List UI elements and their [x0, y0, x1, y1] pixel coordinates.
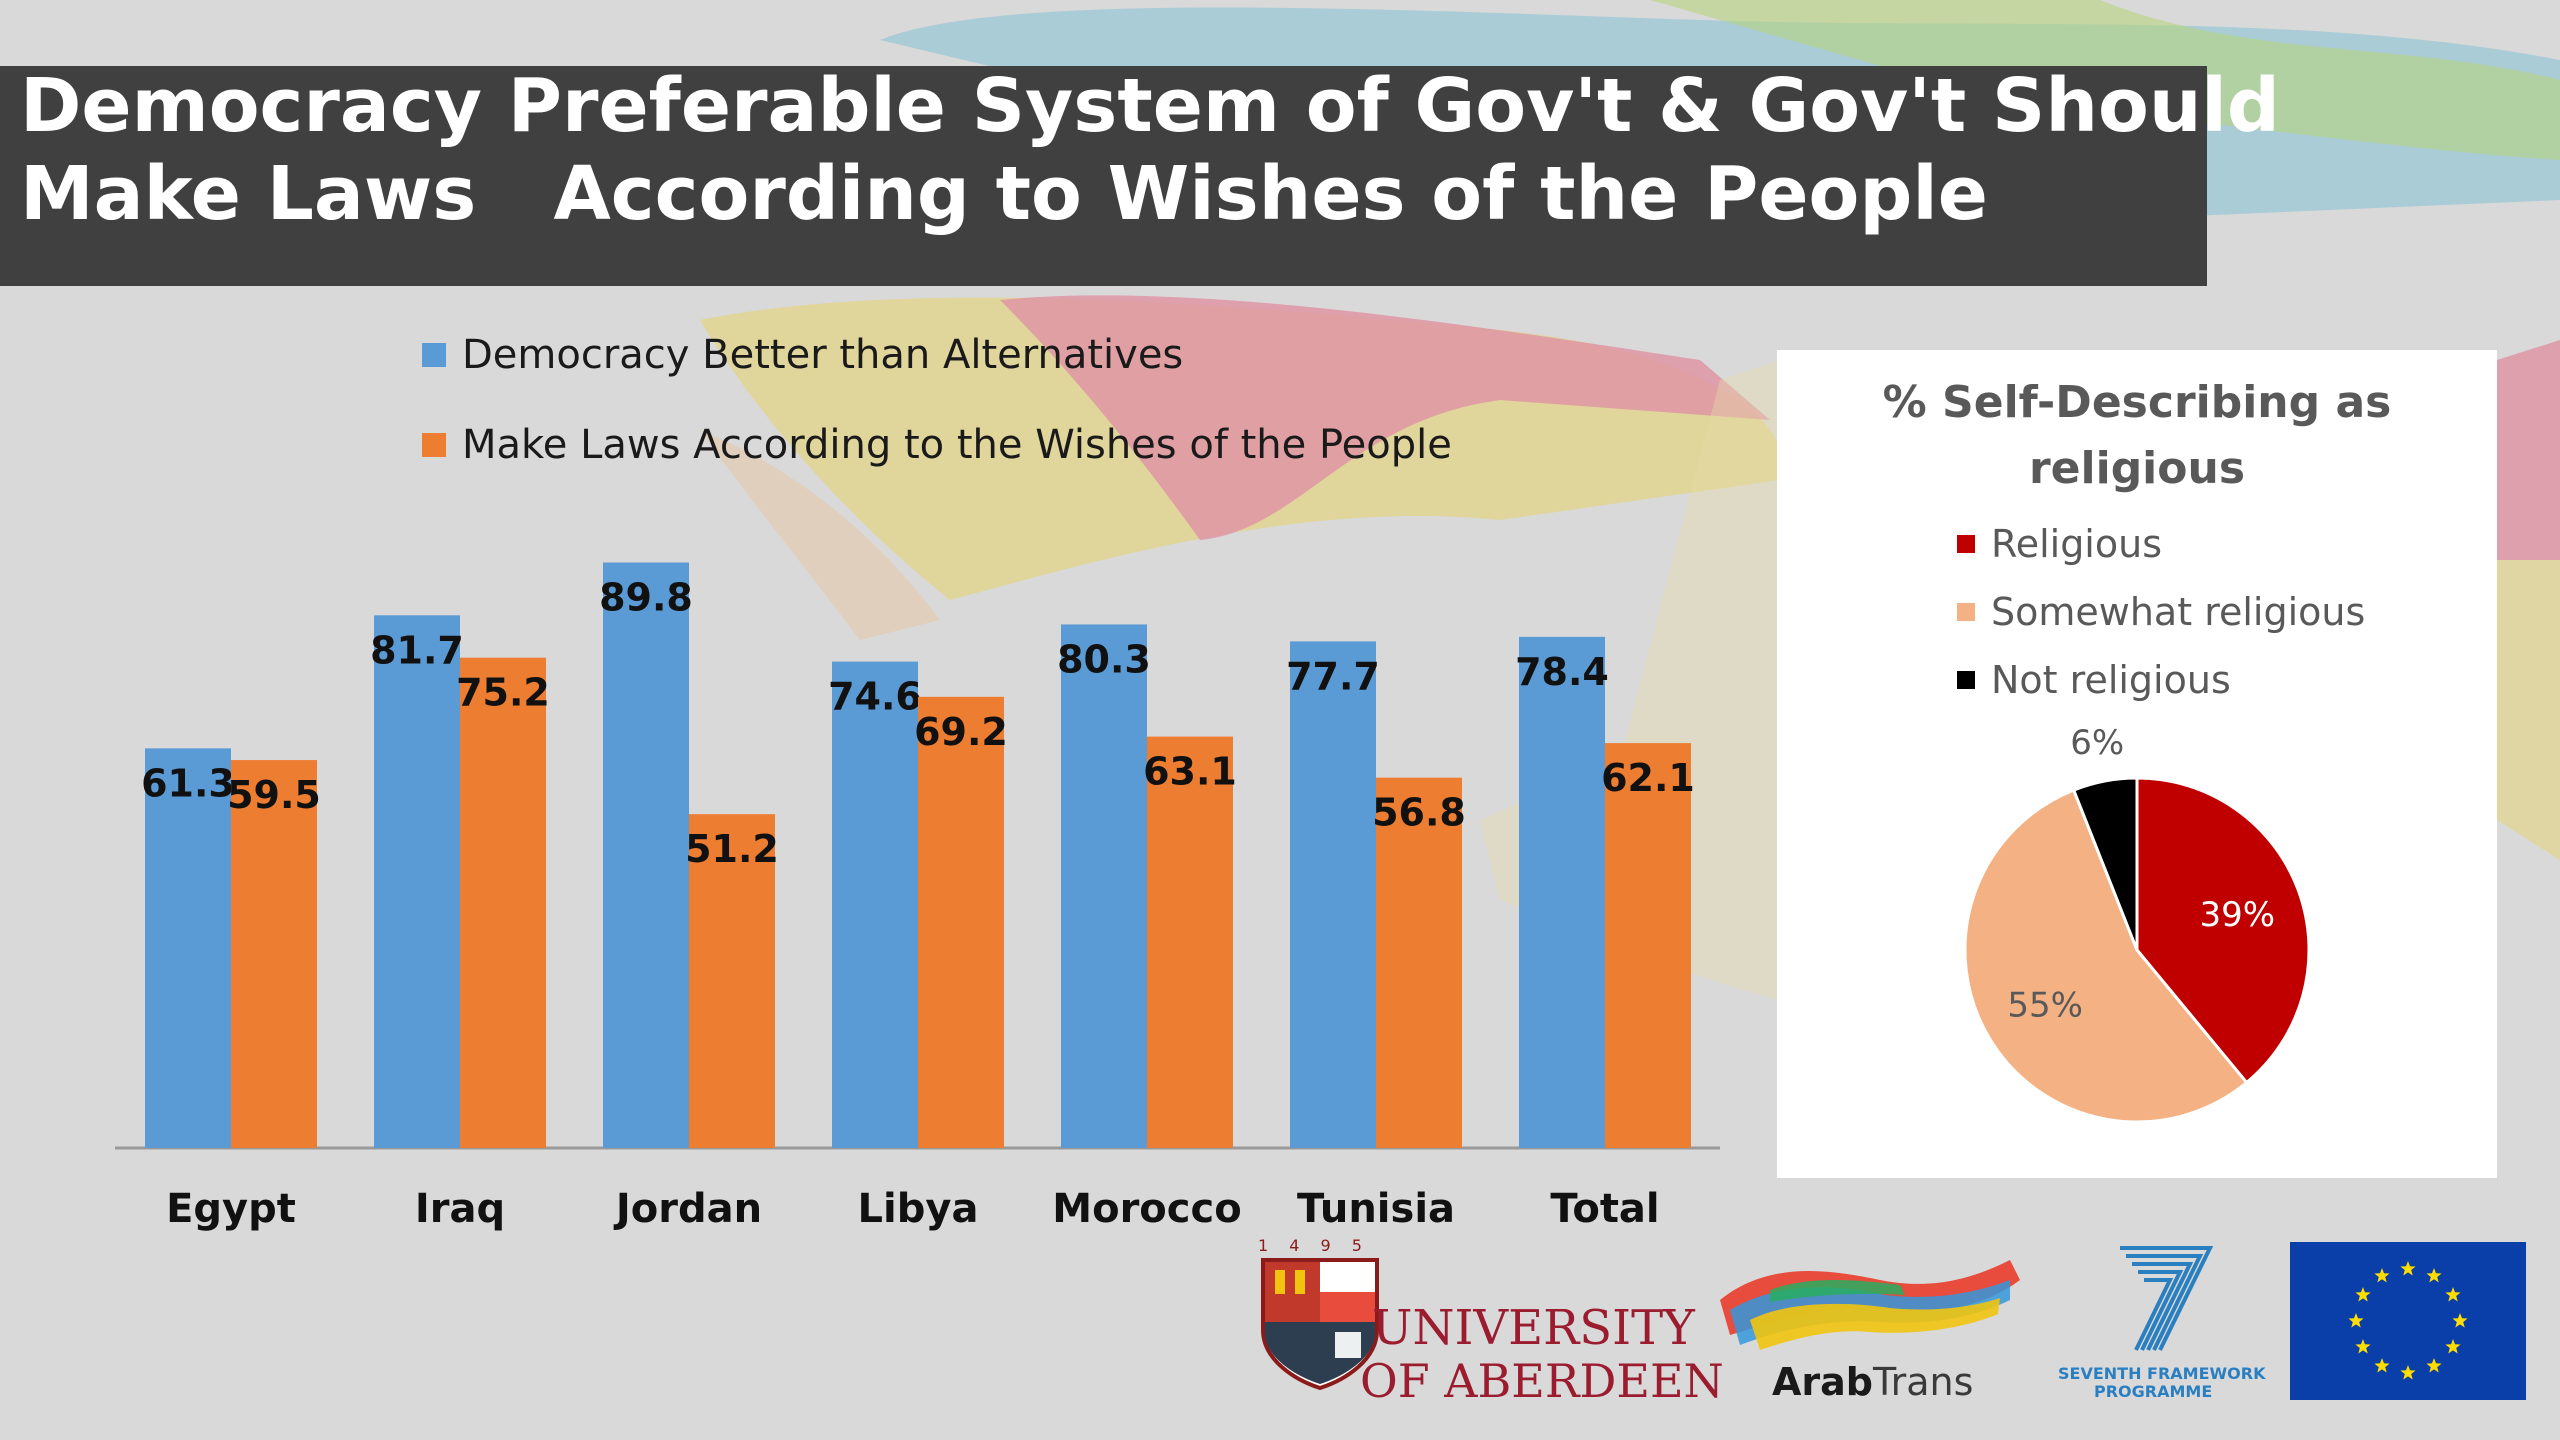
pie-value-label: 39%: [2200, 895, 2276, 935]
eu-star-icon: [2400, 1365, 2416, 1380]
data-label: 81.7: [370, 628, 464, 672]
data-label: 63.1: [1143, 750, 1237, 794]
data-label: 78.4: [1515, 650, 1609, 694]
pie-legend-label: Religious: [1991, 522, 2162, 566]
legend-item-democracy: Democracy Better than Alternatives: [422, 332, 1183, 378]
arabtrans-name-light: Trans: [1873, 1360, 1974, 1404]
data-label: 74.6: [828, 675, 922, 719]
pie-slice-not-religious: [2071, 776, 2139, 951]
category-label: Jordan: [613, 1186, 762, 1232]
data-label: 77.7: [1286, 654, 1380, 698]
eu-flag-icon: [2290, 1242, 2526, 1400]
bar-libya-series-2: [918, 696, 1004, 1148]
data-label: 56.8: [1372, 791, 1466, 835]
data-label: 80.3: [1057, 637, 1151, 681]
data-label: 62.1: [1601, 756, 1695, 800]
data-label: 61.3: [141, 761, 235, 805]
category-label: Libya: [858, 1186, 979, 1232]
legend-item-make-laws: Make Laws According to the Wishes of the…: [422, 422, 1452, 468]
data-label: 89.8: [599, 576, 693, 620]
bar-tunisia-series-1: [1290, 641, 1376, 1148]
pie-slice-somewhat-religious: [1963, 788, 2249, 1124]
eu-star-icon: [2426, 1358, 2442, 1373]
pie-legend-label: Somewhat religious: [1991, 590, 2366, 634]
eu-star-icon: [2400, 1261, 2416, 1276]
bar-libya-series-1: [832, 661, 918, 1148]
pie-legend-label: Not religious: [1991, 658, 2231, 702]
pie-chart-panel: % Self-Describing as religious Religious…: [1777, 350, 2497, 1178]
bar-egypt-series-1: [145, 748, 231, 1148]
legend-swatch-religious: [1957, 535, 1975, 553]
eu-star-icon: [2445, 1339, 2461, 1354]
bar-total-series-2: [1605, 743, 1691, 1148]
data-label: 75.2: [456, 671, 550, 715]
eu-star-icon: [2452, 1313, 2468, 1328]
legend-swatch-not-religious: [1957, 671, 1975, 689]
bar-iraq-series-1: [374, 615, 460, 1148]
eu-star-icon: [2348, 1313, 2364, 1328]
category-label: Iraq: [415, 1186, 505, 1232]
arabtrans-map-icon: [1720, 1260, 2020, 1350]
category-label: Morocco: [1052, 1186, 1241, 1232]
bar-morocco-series-1: [1061, 624, 1147, 1148]
arabtrans-name: ArabTrans: [1772, 1360, 1973, 1404]
pie-value-label: 6%: [2070, 723, 2124, 763]
data-label: 69.2: [914, 710, 1008, 754]
chart-title-line-1: Democracy Preferable System of Gov't & G…: [20, 63, 2280, 149]
pie-legend-religious: Religious: [1957, 522, 2162, 566]
title-bar: [0, 66, 2207, 286]
fp7-text-line-2: PROGRAMME: [2094, 1382, 2213, 1401]
bar-egypt-series-2: [231, 760, 317, 1148]
pie-chart-title: % Self-Describing as religious: [1882, 377, 2392, 494]
bar-chart: 61.359.5 Egypt 81.775.2 Iraq 89.8 51.2 Jordan 7…: [115, 562, 1720, 1232]
bar-jordan-series-1: [603, 562, 689, 1148]
bar-tunisia-series-2: [1376, 777, 1462, 1148]
pie-legend-somewhat: Somewhat religious: [1957, 590, 2365, 634]
data-label: 51.2: [685, 827, 779, 871]
eu-star-icon: [2445, 1287, 2461, 1302]
aberdeen-crest-icon: [1261, 1258, 1379, 1390]
bar-total-series-1: [1519, 636, 1605, 1148]
eu-star-icon: [2426, 1268, 2442, 1283]
pie-slice-religious: [2135, 776, 2311, 1085]
data-label: 59.5: [227, 773, 321, 817]
eu-star-icon: [2355, 1339, 2371, 1354]
eu-star-icon: [2355, 1287, 2371, 1302]
fp7-text-line-1: SEVENTH FRAMEWORK: [2058, 1364, 2266, 1383]
legend-swatch-orange: [422, 433, 446, 457]
eu-star-icon: [2374, 1268, 2390, 1283]
aberdeen-name-line-1: UNIVERSITY: [1372, 1300, 1695, 1356]
aberdeen-name-line-2: OF ABERDEEN: [1360, 1354, 1724, 1408]
pie-legend-not-religious: Not religious: [1957, 658, 2231, 702]
bar-jordan-series-2: [689, 814, 775, 1148]
pie-value-label: 55%: [2007, 985, 2083, 1025]
category-label: Egypt: [166, 1186, 296, 1232]
bar-morocco-series-2: [1147, 736, 1233, 1148]
legend-label: Make Laws According to the Wishes of the…: [462, 422, 1452, 468]
legend-label: Democracy Better than Alternatives: [462, 332, 1184, 378]
legend-swatch-blue: [422, 343, 446, 367]
bar-iraq-series-2: [460, 657, 546, 1148]
category-label: Total: [1550, 1186, 1659, 1232]
aberdeen-year: 1 4 9 5: [1258, 1236, 1370, 1255]
eu-star-icon: [2374, 1358, 2390, 1373]
fp7-logo-icon: [2120, 1246, 2214, 1351]
chart-title-line-2: Make Laws According to Wishes of the Peo…: [20, 151, 1988, 237]
arabtrans-name-bold: Arab: [1772, 1360, 1873, 1404]
legend-swatch-somewhat: [1957, 603, 1975, 621]
pie-chart: 39% 55% 6%: [1963, 723, 2311, 1124]
category-label: Tunisia: [1297, 1186, 1455, 1232]
